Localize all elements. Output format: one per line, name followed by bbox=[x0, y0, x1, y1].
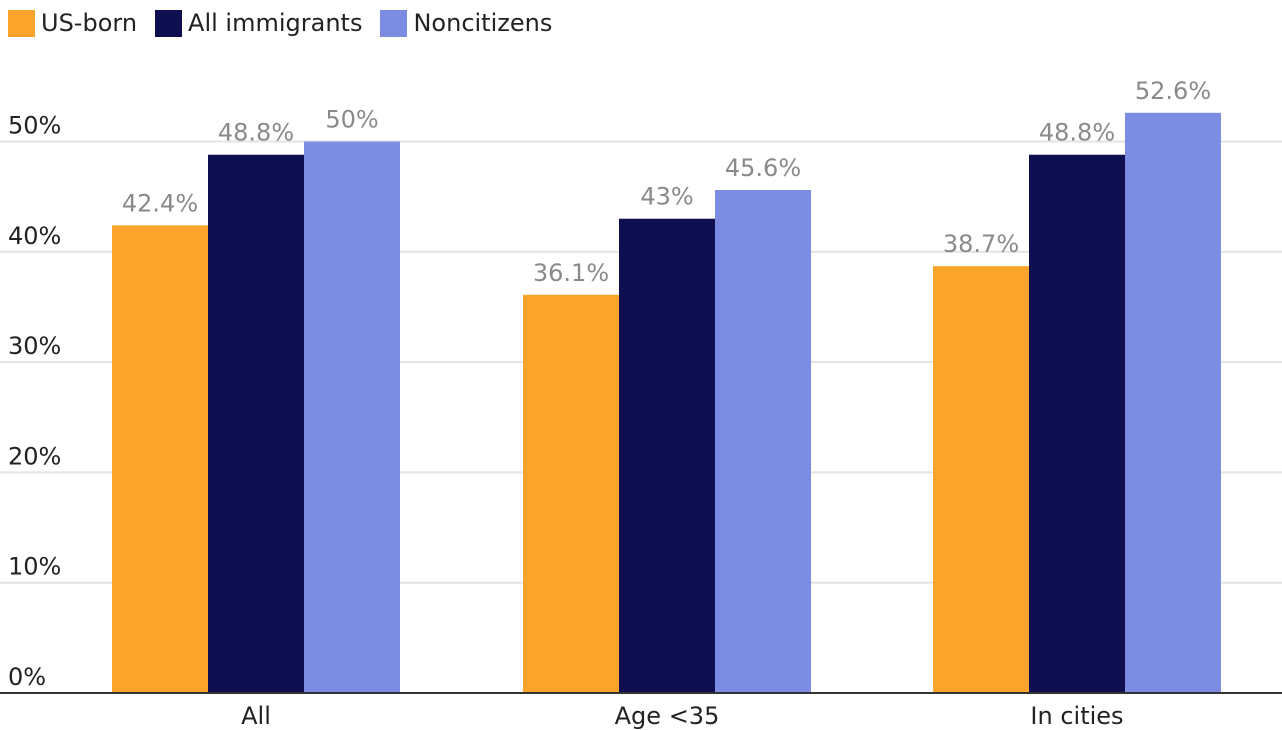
legend-item-us-born: US-born bbox=[8, 9, 137, 37]
value-label-noncitizens-2: 52.6% bbox=[1135, 77, 1211, 105]
legend-label-all-immigrants: All immigrants bbox=[188, 9, 363, 37]
y-tick-label-10: 10% bbox=[8, 553, 61, 581]
legend-swatch-noncitizens bbox=[380, 9, 408, 37]
bar-all-immigrants-0 bbox=[208, 154, 304, 694]
x-axis-category-labels: All Age <35 In cities bbox=[241, 702, 1123, 730]
y-tick-label-50: 50% bbox=[8, 112, 61, 140]
y-tick-label-30: 30% bbox=[8, 332, 61, 360]
legend-label-noncitizens: Noncitizens bbox=[413, 9, 553, 37]
bars bbox=[112, 112, 1221, 694]
legend-item-noncitizens: Noncitizens bbox=[380, 9, 552, 37]
value-label-noncitizens-1: 45.6% bbox=[725, 154, 801, 182]
y-tick-label-20: 20% bbox=[8, 442, 61, 470]
value-label-noncitizens-0: 50% bbox=[325, 106, 378, 134]
value-labels: 42.4% 48.8% 50% 36.1% 43% 45.6% 38.7% 48.8% 52.6… bbox=[122, 77, 1211, 287]
legend: US-born All immigrants Noncitizens bbox=[8, 8, 552, 38]
bar-us-born-0 bbox=[112, 225, 208, 693]
value-label-all-immigrants-1: 43% bbox=[640, 183, 693, 211]
y-tick-label-0: 0% bbox=[8, 663, 46, 691]
category-label-2: In cities bbox=[1030, 702, 1123, 730]
bar-noncitizens-1 bbox=[715, 190, 811, 694]
category-label-0: All bbox=[241, 702, 271, 730]
bar-us-born-2 bbox=[933, 266, 1029, 693]
category-label-1: Age <35 bbox=[615, 702, 720, 730]
legend-swatch-us-born bbox=[8, 9, 35, 37]
bar-noncitizens-2 bbox=[1125, 112, 1221, 693]
legend-item-all-immigrants: All immigrants bbox=[155, 9, 362, 37]
bar-us-born-1 bbox=[523, 294, 619, 693]
y-axis-tick-labels: 0% 10% 20% 30% 40% 50% bbox=[8, 112, 61, 692]
value-label-all-immigrants-2: 48.8% bbox=[1039, 119, 1115, 147]
value-label-all-immigrants-0: 48.8% bbox=[218, 119, 294, 147]
value-label-us-born-1: 36.1% bbox=[533, 259, 609, 287]
y-tick-label-40: 40% bbox=[8, 222, 61, 250]
bar-all-immigrants-2 bbox=[1029, 154, 1125, 694]
value-label-us-born-2: 38.7% bbox=[943, 230, 1019, 258]
value-label-us-born-0: 42.4% bbox=[122, 189, 198, 217]
legend-label-us-born: US-born bbox=[41, 9, 138, 37]
legend-swatch-all-immigrants bbox=[155, 9, 183, 37]
bar-noncitizens-0 bbox=[304, 141, 400, 693]
bar-all-immigrants-1 bbox=[619, 218, 715, 693]
